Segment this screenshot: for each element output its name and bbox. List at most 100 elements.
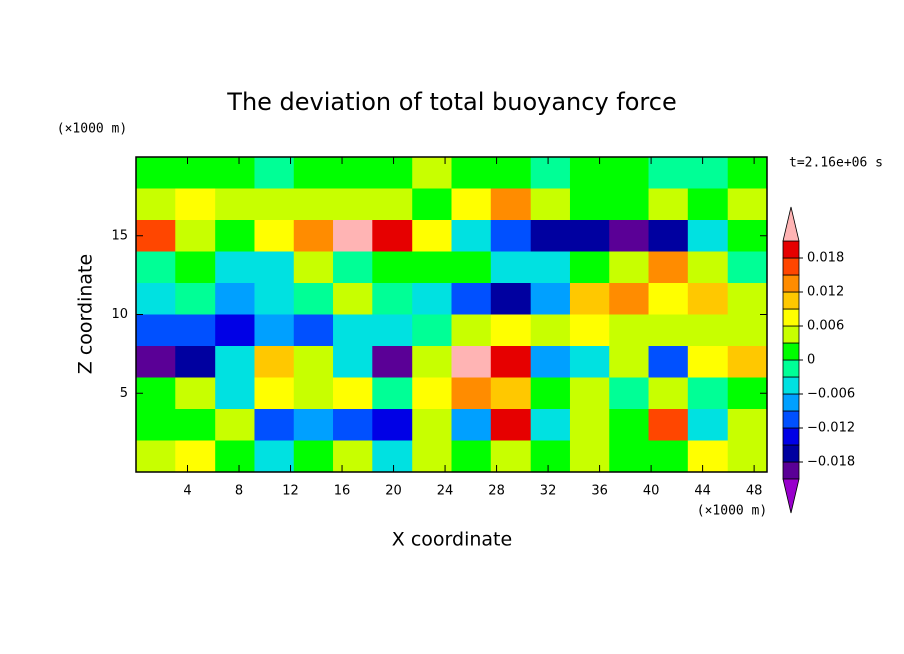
field-cell	[175, 251, 216, 284]
field-cell	[215, 251, 255, 284]
x-tick-label: 40	[643, 484, 660, 499]
field-cell	[254, 220, 295, 252]
colorbar-tick-label: 0	[807, 353, 815, 368]
chart-title: The deviation of total buoyancy force	[226, 88, 676, 116]
field-cell	[648, 220, 689, 252]
field-cell	[293, 440, 334, 473]
field-cell	[530, 251, 571, 284]
field-cell	[727, 251, 768, 284]
field-cell	[530, 157, 571, 189]
field-cell	[333, 251, 373, 284]
field-cell	[609, 283, 650, 315]
field-cell	[215, 377, 255, 410]
colorbar-box	[782, 342, 800, 361]
field-cell	[215, 188, 255, 221]
colorbar-tick-label: 0.018	[807, 251, 844, 266]
colorbar-tick-label: −0.018	[807, 455, 855, 470]
field-cell	[687, 377, 729, 410]
field-cell	[372, 409, 413, 441]
field-cell	[648, 409, 689, 441]
colorbar-box	[782, 376, 800, 395]
field-cell	[451, 409, 492, 441]
field-cell	[451, 377, 492, 410]
field-cell	[687, 283, 729, 315]
field-cell	[136, 251, 176, 284]
field-cell	[293, 251, 334, 284]
field-cell	[727, 440, 768, 473]
field-cell	[569, 220, 610, 252]
field-cell	[175, 377, 216, 410]
x-tick-label: 8	[235, 484, 243, 499]
field-cell	[609, 377, 650, 410]
x-tick-label: 20	[385, 484, 402, 499]
field-cell	[333, 157, 373, 189]
field-cell	[333, 283, 373, 315]
field-cell	[372, 440, 413, 473]
y-tick-label: 15	[111, 228, 128, 243]
field-cell	[412, 409, 452, 441]
field-cell	[254, 283, 295, 315]
field-cell	[412, 314, 452, 347]
field-cell	[175, 440, 216, 473]
field-cell	[609, 346, 650, 378]
colorbar-box	[782, 359, 800, 378]
field-cell	[333, 314, 373, 347]
colorbar-box	[782, 444, 800, 463]
field-cell	[451, 314, 492, 347]
field-cell	[687, 220, 729, 252]
field-cell	[530, 377, 571, 410]
colorbar-box	[782, 257, 800, 276]
field-cell	[412, 346, 452, 378]
field-cell	[687, 346, 729, 378]
field-cell	[254, 157, 295, 189]
field-cell	[333, 188, 373, 221]
field-cell	[254, 314, 295, 347]
field-cell	[569, 188, 610, 221]
field-cell	[569, 157, 610, 189]
field-cell	[490, 188, 532, 221]
field-cell	[727, 157, 768, 189]
field-cell	[609, 440, 650, 473]
field-cell	[569, 377, 610, 410]
field-cell	[372, 377, 413, 410]
colorbar-tip	[782, 206, 800, 242]
colorbar-box	[782, 393, 800, 412]
field-cell	[293, 220, 334, 252]
field-cell	[609, 157, 650, 189]
field-cell	[175, 409, 216, 441]
colorbar-box	[782, 325, 800, 344]
field-cell	[215, 220, 255, 252]
field-cell	[530, 220, 571, 252]
field-cell	[648, 283, 689, 315]
field-cell	[293, 188, 334, 221]
field-cell	[687, 409, 729, 441]
field-cell	[136, 346, 176, 378]
x-tick-label: 16	[334, 484, 351, 499]
field-cell	[175, 220, 216, 252]
field-cell	[254, 440, 295, 473]
field-cell	[569, 251, 610, 284]
field-cell	[609, 314, 650, 347]
field-cell	[648, 314, 689, 347]
field-cell	[254, 188, 295, 221]
field-cell	[136, 409, 176, 441]
field-cell	[727, 314, 768, 347]
field-cell	[293, 409, 334, 441]
field-cell	[412, 157, 452, 189]
field-cell	[451, 440, 492, 473]
field-cell	[254, 251, 295, 284]
colorbar-tick-label: −0.006	[807, 387, 855, 402]
x-tick-label: 44	[694, 484, 711, 499]
field-cell	[333, 220, 373, 252]
field-cell	[490, 409, 532, 441]
field-cell	[727, 409, 768, 441]
field-cell	[412, 188, 452, 221]
field-cell	[530, 283, 571, 315]
field-cell	[254, 409, 295, 441]
field-cell	[648, 377, 689, 410]
field-cell	[687, 440, 729, 473]
field-cell	[530, 346, 571, 378]
field-cell	[293, 346, 334, 378]
field-cell	[412, 283, 452, 315]
